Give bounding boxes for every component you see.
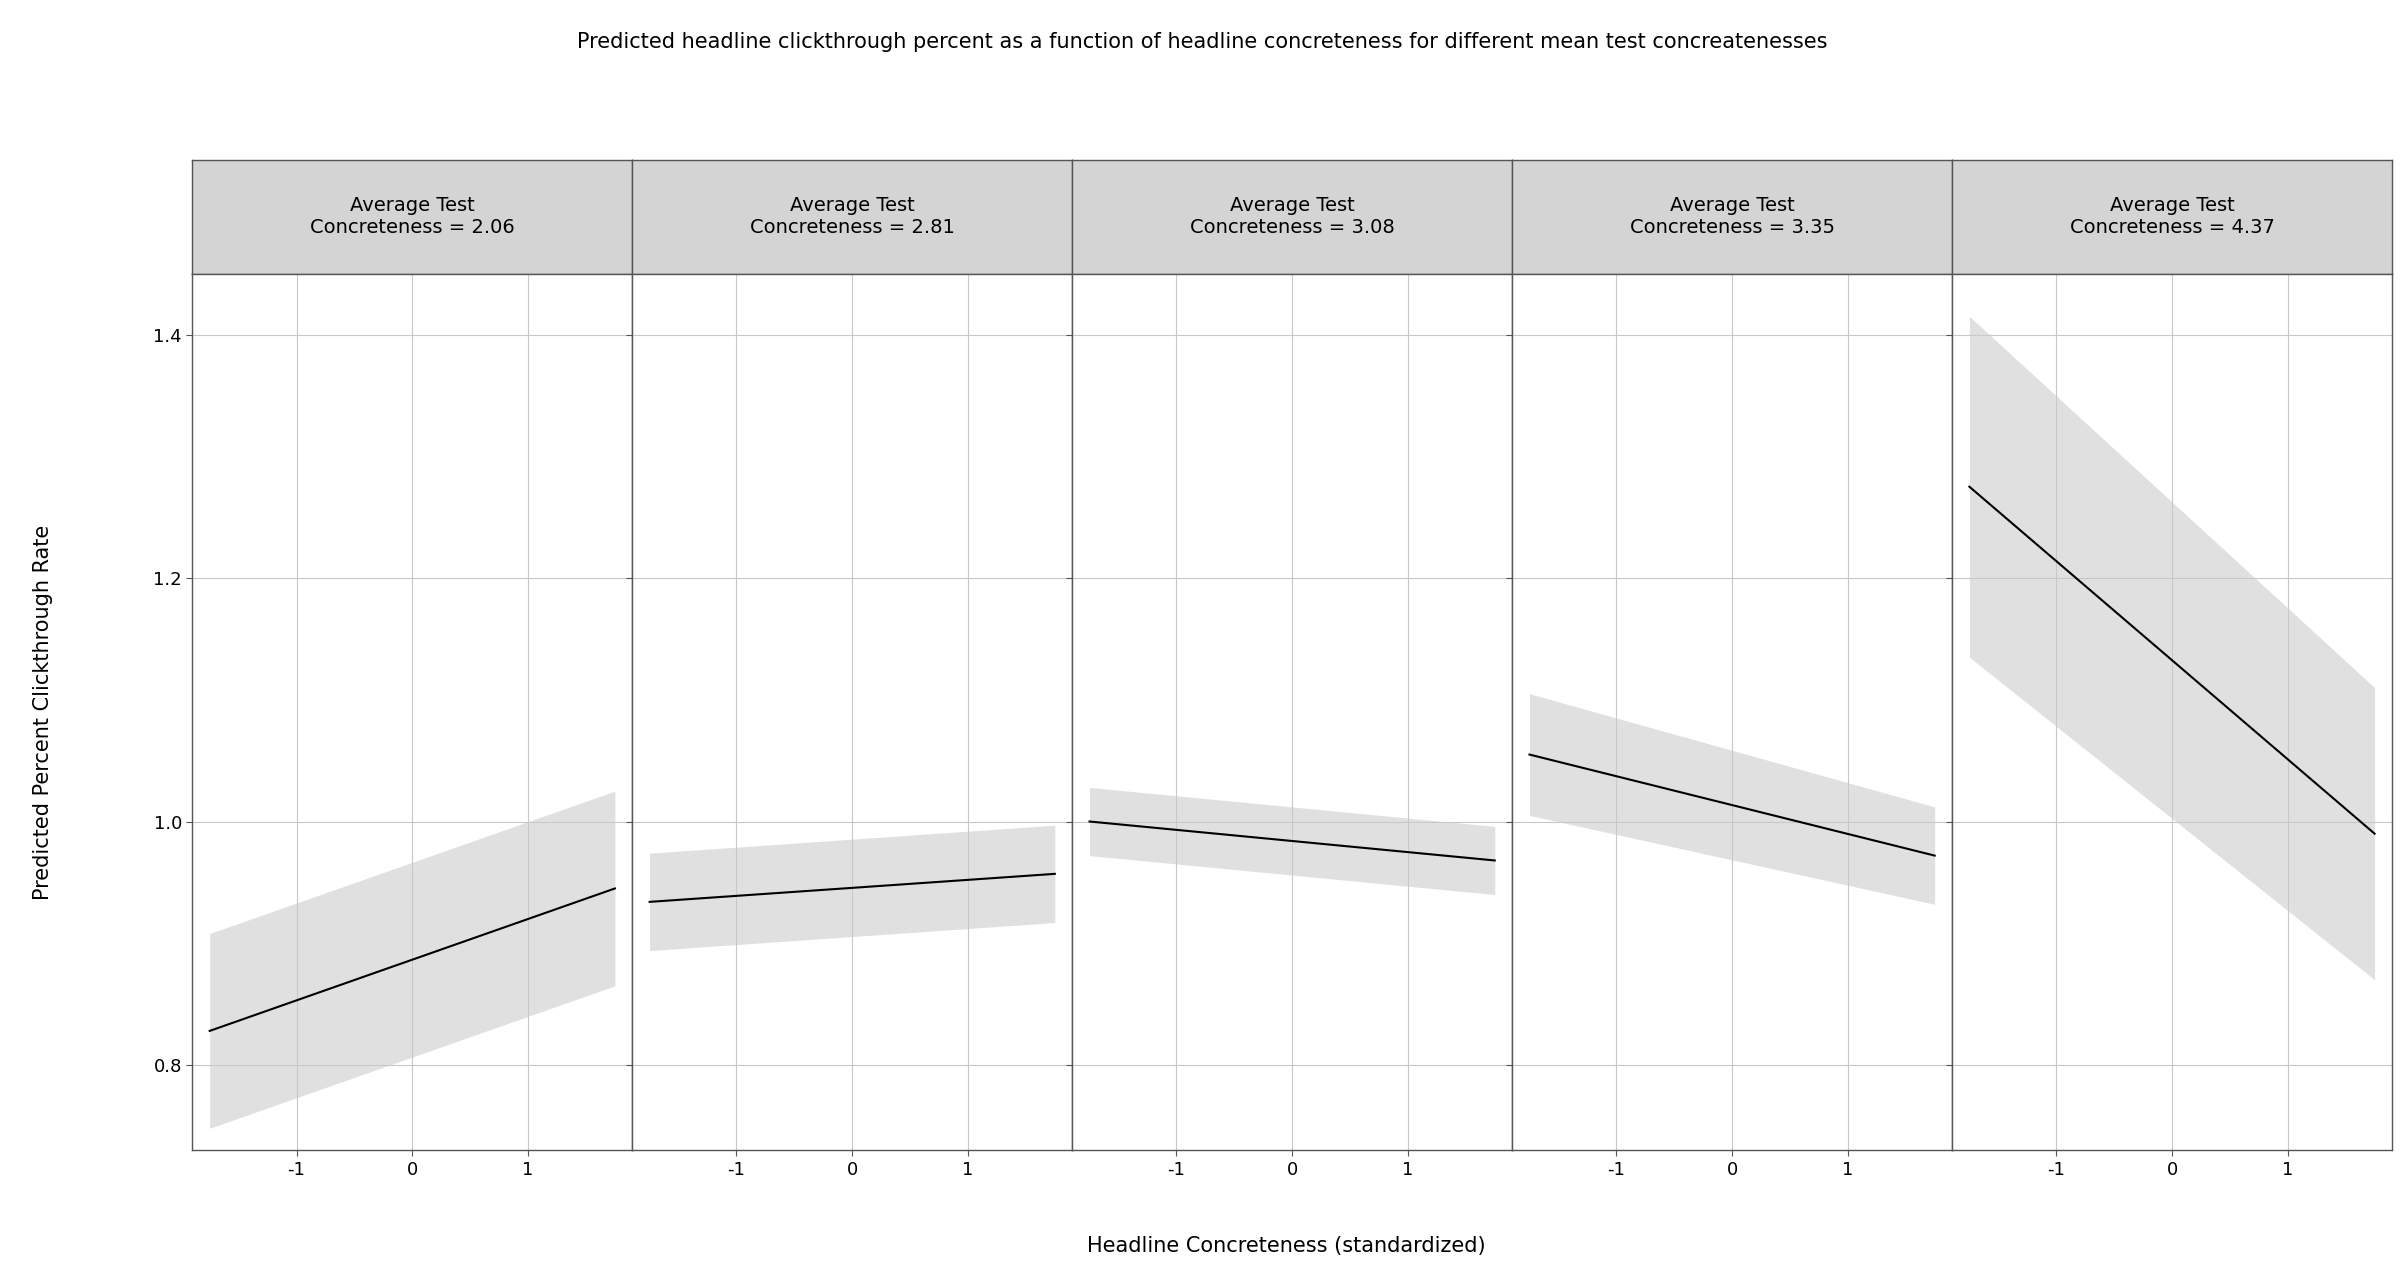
Text: Predicted Percent Clickthrough Rate: Predicted Percent Clickthrough Rate — [34, 524, 53, 900]
Text: Average Test
Concreteness = 2.81: Average Test Concreteness = 2.81 — [750, 197, 954, 238]
Text: Average Test
Concreteness = 2.06: Average Test Concreteness = 2.06 — [310, 197, 514, 238]
Text: Headline Concreteness (standardized): Headline Concreteness (standardized) — [1087, 1236, 1486, 1256]
Text: Predicted headline clickthrough percent as a function of headline concreteness f: Predicted headline clickthrough percent … — [577, 32, 1827, 52]
Text: Average Test
Concreteness = 3.35: Average Test Concreteness = 3.35 — [1630, 197, 1834, 238]
Text: Average Test
Concreteness = 3.08: Average Test Concreteness = 3.08 — [1190, 197, 1394, 238]
Text: Average Test
Concreteness = 4.37: Average Test Concreteness = 4.37 — [2070, 197, 2274, 238]
